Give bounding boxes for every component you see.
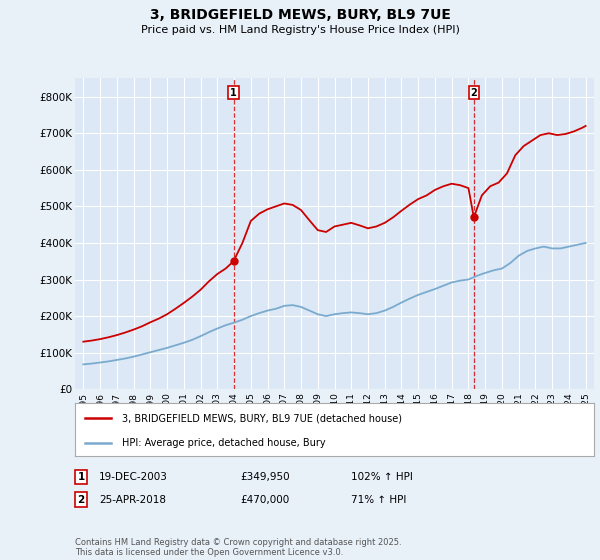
Text: HPI: Average price, detached house, Bury: HPI: Average price, detached house, Bury [122,437,325,447]
Text: £470,000: £470,000 [240,494,289,505]
Text: 1: 1 [77,472,85,482]
Text: 3, BRIDGEFIELD MEWS, BURY, BL9 7UE (detached house): 3, BRIDGEFIELD MEWS, BURY, BL9 7UE (deta… [122,413,402,423]
Text: 3, BRIDGEFIELD MEWS, BURY, BL9 7UE: 3, BRIDGEFIELD MEWS, BURY, BL9 7UE [149,8,451,22]
Text: Contains HM Land Registry data © Crown copyright and database right 2025.
This d: Contains HM Land Registry data © Crown c… [75,538,401,557]
Text: Price paid vs. HM Land Registry's House Price Index (HPI): Price paid vs. HM Land Registry's House … [140,25,460,35]
Text: £349,950: £349,950 [240,472,290,482]
Text: 2: 2 [77,494,85,505]
Text: 19-DEC-2003: 19-DEC-2003 [99,472,168,482]
Text: 2: 2 [470,88,477,98]
Text: 102% ↑ HPI: 102% ↑ HPI [351,472,413,482]
Text: 1: 1 [230,88,237,98]
Text: 71% ↑ HPI: 71% ↑ HPI [351,494,406,505]
Text: 25-APR-2018: 25-APR-2018 [99,494,166,505]
